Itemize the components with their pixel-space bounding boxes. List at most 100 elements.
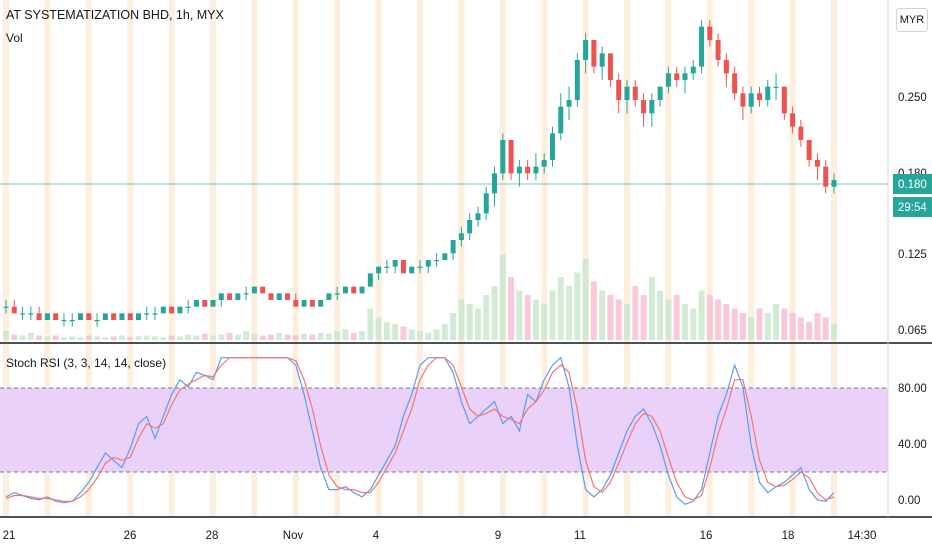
candle-body [111, 313, 117, 320]
candle-body [392, 260, 398, 267]
candle-body [591, 40, 597, 67]
candle-body [409, 266, 415, 274]
candle-body [135, 313, 141, 320]
volume-bar [715, 299, 722, 340]
volume-bar [789, 313, 796, 340]
candle-body [641, 100, 647, 114]
session-band [665, 0, 672, 517]
session-band [624, 0, 630, 517]
candle-body [227, 293, 233, 300]
volume-bar [549, 290, 556, 340]
candle-body [119, 313, 125, 320]
x-tick-label: 11 [574, 530, 586, 542]
stoch-k-line [5, 356, 835, 505]
volume-bar [673, 295, 680, 340]
candle-body [674, 73, 680, 80]
candle-body [11, 306, 17, 314]
candle-body [690, 66, 696, 74]
volume-bar [11, 334, 18, 340]
volume-bar [36, 335, 43, 340]
volume-bar [748, 317, 755, 340]
volume-bar [524, 295, 531, 340]
session-band [334, 0, 341, 517]
x-tick-label: 16 [700, 530, 713, 542]
volume-bar [267, 334, 274, 340]
candle-body [276, 293, 282, 300]
candle-body [566, 100, 572, 107]
last-price-badge [893, 174, 932, 194]
candle-body [765, 86, 771, 100]
volume-bar [210, 335, 216, 340]
candle-body [301, 300, 307, 307]
candle-body [400, 260, 406, 274]
stoch-rsi-legend[interactable]: Stoch RSI (3, 3, 14, 14, close) [6, 356, 167, 370]
candle-body [607, 53, 613, 80]
volume-bar [292, 335, 299, 340]
currency-button[interactable]: MYR [896, 8, 928, 32]
volume-bar [831, 323, 837, 340]
volume-bar [698, 290, 705, 340]
candle-body [94, 320, 100, 322]
volume-bar [143, 335, 150, 340]
chart-title[interactable]: AT SYSTEMATIZATION BHD, 1h, MYX [6, 8, 224, 22]
volume-bar [632, 286, 639, 340]
candle-body [251, 286, 257, 294]
volume-bar [259, 335, 266, 340]
candle-body [417, 266, 423, 268]
candle-body [823, 166, 829, 187]
volume-bar [400, 326, 407, 340]
candle-body [525, 166, 531, 174]
volume-bar [499, 254, 506, 340]
session-band [251, 0, 258, 517]
volume-bar [185, 334, 192, 340]
candle-body [425, 260, 431, 267]
candle-body [293, 300, 299, 307]
session-band [748, 0, 755, 517]
candle-body [160, 306, 166, 314]
candle-body [359, 286, 365, 294]
volume-bar [392, 323, 399, 340]
volume-bar [234, 334, 241, 340]
stoch-d-line [5, 357, 835, 502]
volume-legend[interactable]: Vol [6, 31, 23, 45]
volume-bar [582, 259, 589, 340]
volume-bar [27, 332, 34, 340]
volume-bar [160, 337, 167, 340]
session-band [706, 0, 713, 517]
stoch-band-fill [0, 388, 888, 472]
candle-body [86, 313, 92, 320]
volume-bar [284, 334, 291, 340]
session-band [168, 0, 175, 517]
candle-body [707, 26, 713, 40]
volume-bar [102, 337, 109, 340]
volume-bar [541, 304, 548, 340]
y-tick-0125: 0.125 [898, 249, 927, 261]
volume-bar [44, 336, 51, 340]
candle-body [185, 306, 191, 308]
volume-bar [367, 308, 374, 340]
volume-bar [474, 308, 481, 340]
session-band [831, 0, 837, 517]
volume-bar [60, 337, 67, 340]
volume-bar [127, 337, 134, 340]
volume-bar [756, 308, 763, 340]
volume-bar [483, 295, 490, 340]
candle-body [36, 313, 42, 320]
volume-bar [325, 333, 332, 340]
candle-body [309, 300, 315, 307]
candle-body [831, 180, 837, 187]
y-tick-0065: 0.065 [898, 325, 927, 337]
candle-body [342, 286, 348, 294]
volume-bar [532, 299, 539, 340]
last-price-label: 0.180 [898, 179, 927, 191]
x-tick-label: 26 [124, 530, 137, 542]
candle-body [61, 320, 67, 322]
osc-tick-0: 0.00 [898, 495, 920, 507]
candle-body [202, 300, 208, 307]
volume-bar [516, 290, 523, 340]
candle-body [574, 60, 580, 100]
session-band [85, 0, 92, 517]
volume-bar [466, 304, 473, 340]
countdown-badge [893, 197, 932, 217]
